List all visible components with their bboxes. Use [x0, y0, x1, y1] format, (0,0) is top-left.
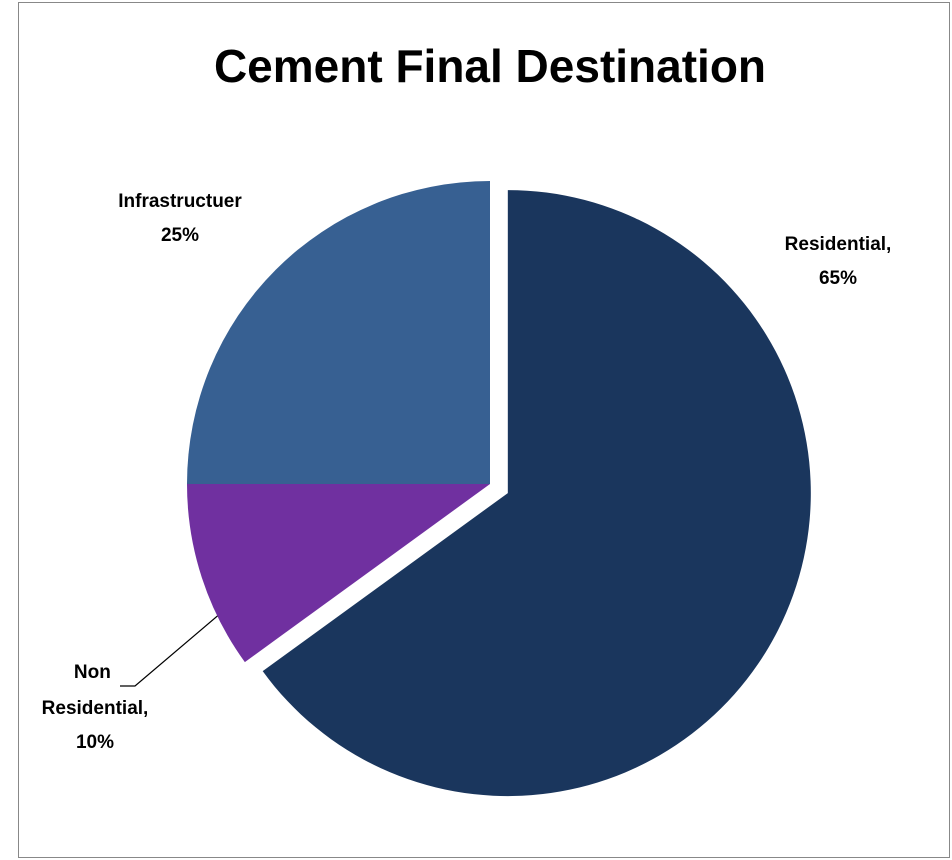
leader-line: [120, 589, 249, 687]
data-label-name: Non Residential,: [42, 662, 149, 719]
data-label-name: Residential,: [785, 234, 892, 255]
pie-slice: [187, 484, 490, 663]
data-label-name: Infrastructuer: [118, 191, 242, 212]
pie-slice: [262, 190, 811, 797]
pie-slice: [187, 181, 490, 484]
chart-title: Cement Final Destination: [214, 40, 766, 92]
data-label-value: 65%: [819, 268, 857, 289]
data-label-value: 25%: [161, 225, 199, 246]
data-label-value: 10%: [76, 732, 114, 753]
